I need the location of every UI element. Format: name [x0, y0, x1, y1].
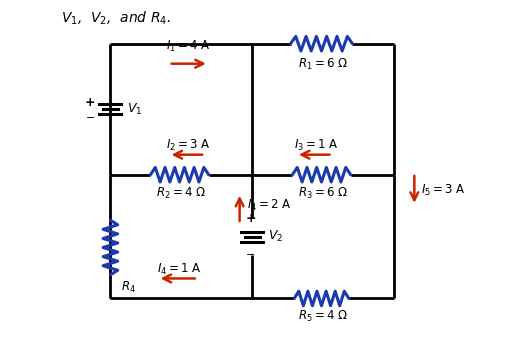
Text: $V_1$,  $V_2$,  and $R_4$.: $V_1$, $V_2$, and $R_4$. [61, 9, 171, 27]
Text: +: + [245, 212, 256, 225]
Text: $R_1 = 6\ \Omega$: $R_1 = 6\ \Omega$ [298, 56, 348, 71]
Text: $I_1 = 4$ A: $I_1 = 4$ A [166, 39, 211, 54]
Text: $I_3 = 1$ A: $I_3 = 1$ A [294, 138, 338, 153]
Text: $I_4 = 2$ A: $I_4 = 2$ A [247, 198, 291, 213]
Text: $R_2 = 4\ \Omega$: $R_2 = 4\ \Omega$ [156, 186, 206, 201]
Text: +: + [84, 96, 95, 109]
Text: $-$: $-$ [85, 111, 95, 121]
Text: $I_5 = 3$ A: $I_5 = 3$ A [420, 182, 465, 198]
Text: $R_3 = 6\ \Omega$: $R_3 = 6\ \Omega$ [298, 186, 348, 201]
Text: $R_5 = 4\ \Omega$: $R_5 = 4\ \Omega$ [298, 309, 348, 324]
Text: $V_1$: $V_1$ [127, 102, 142, 117]
Text: $R_4$: $R_4$ [121, 280, 136, 295]
Text: $V_2$: $V_2$ [268, 229, 283, 244]
Text: $I_4 = 1$ A: $I_4 = 1$ A [157, 262, 202, 277]
Text: $-$: $-$ [245, 248, 255, 258]
Text: $I_2 = 3$ A: $I_2 = 3$ A [166, 138, 211, 153]
